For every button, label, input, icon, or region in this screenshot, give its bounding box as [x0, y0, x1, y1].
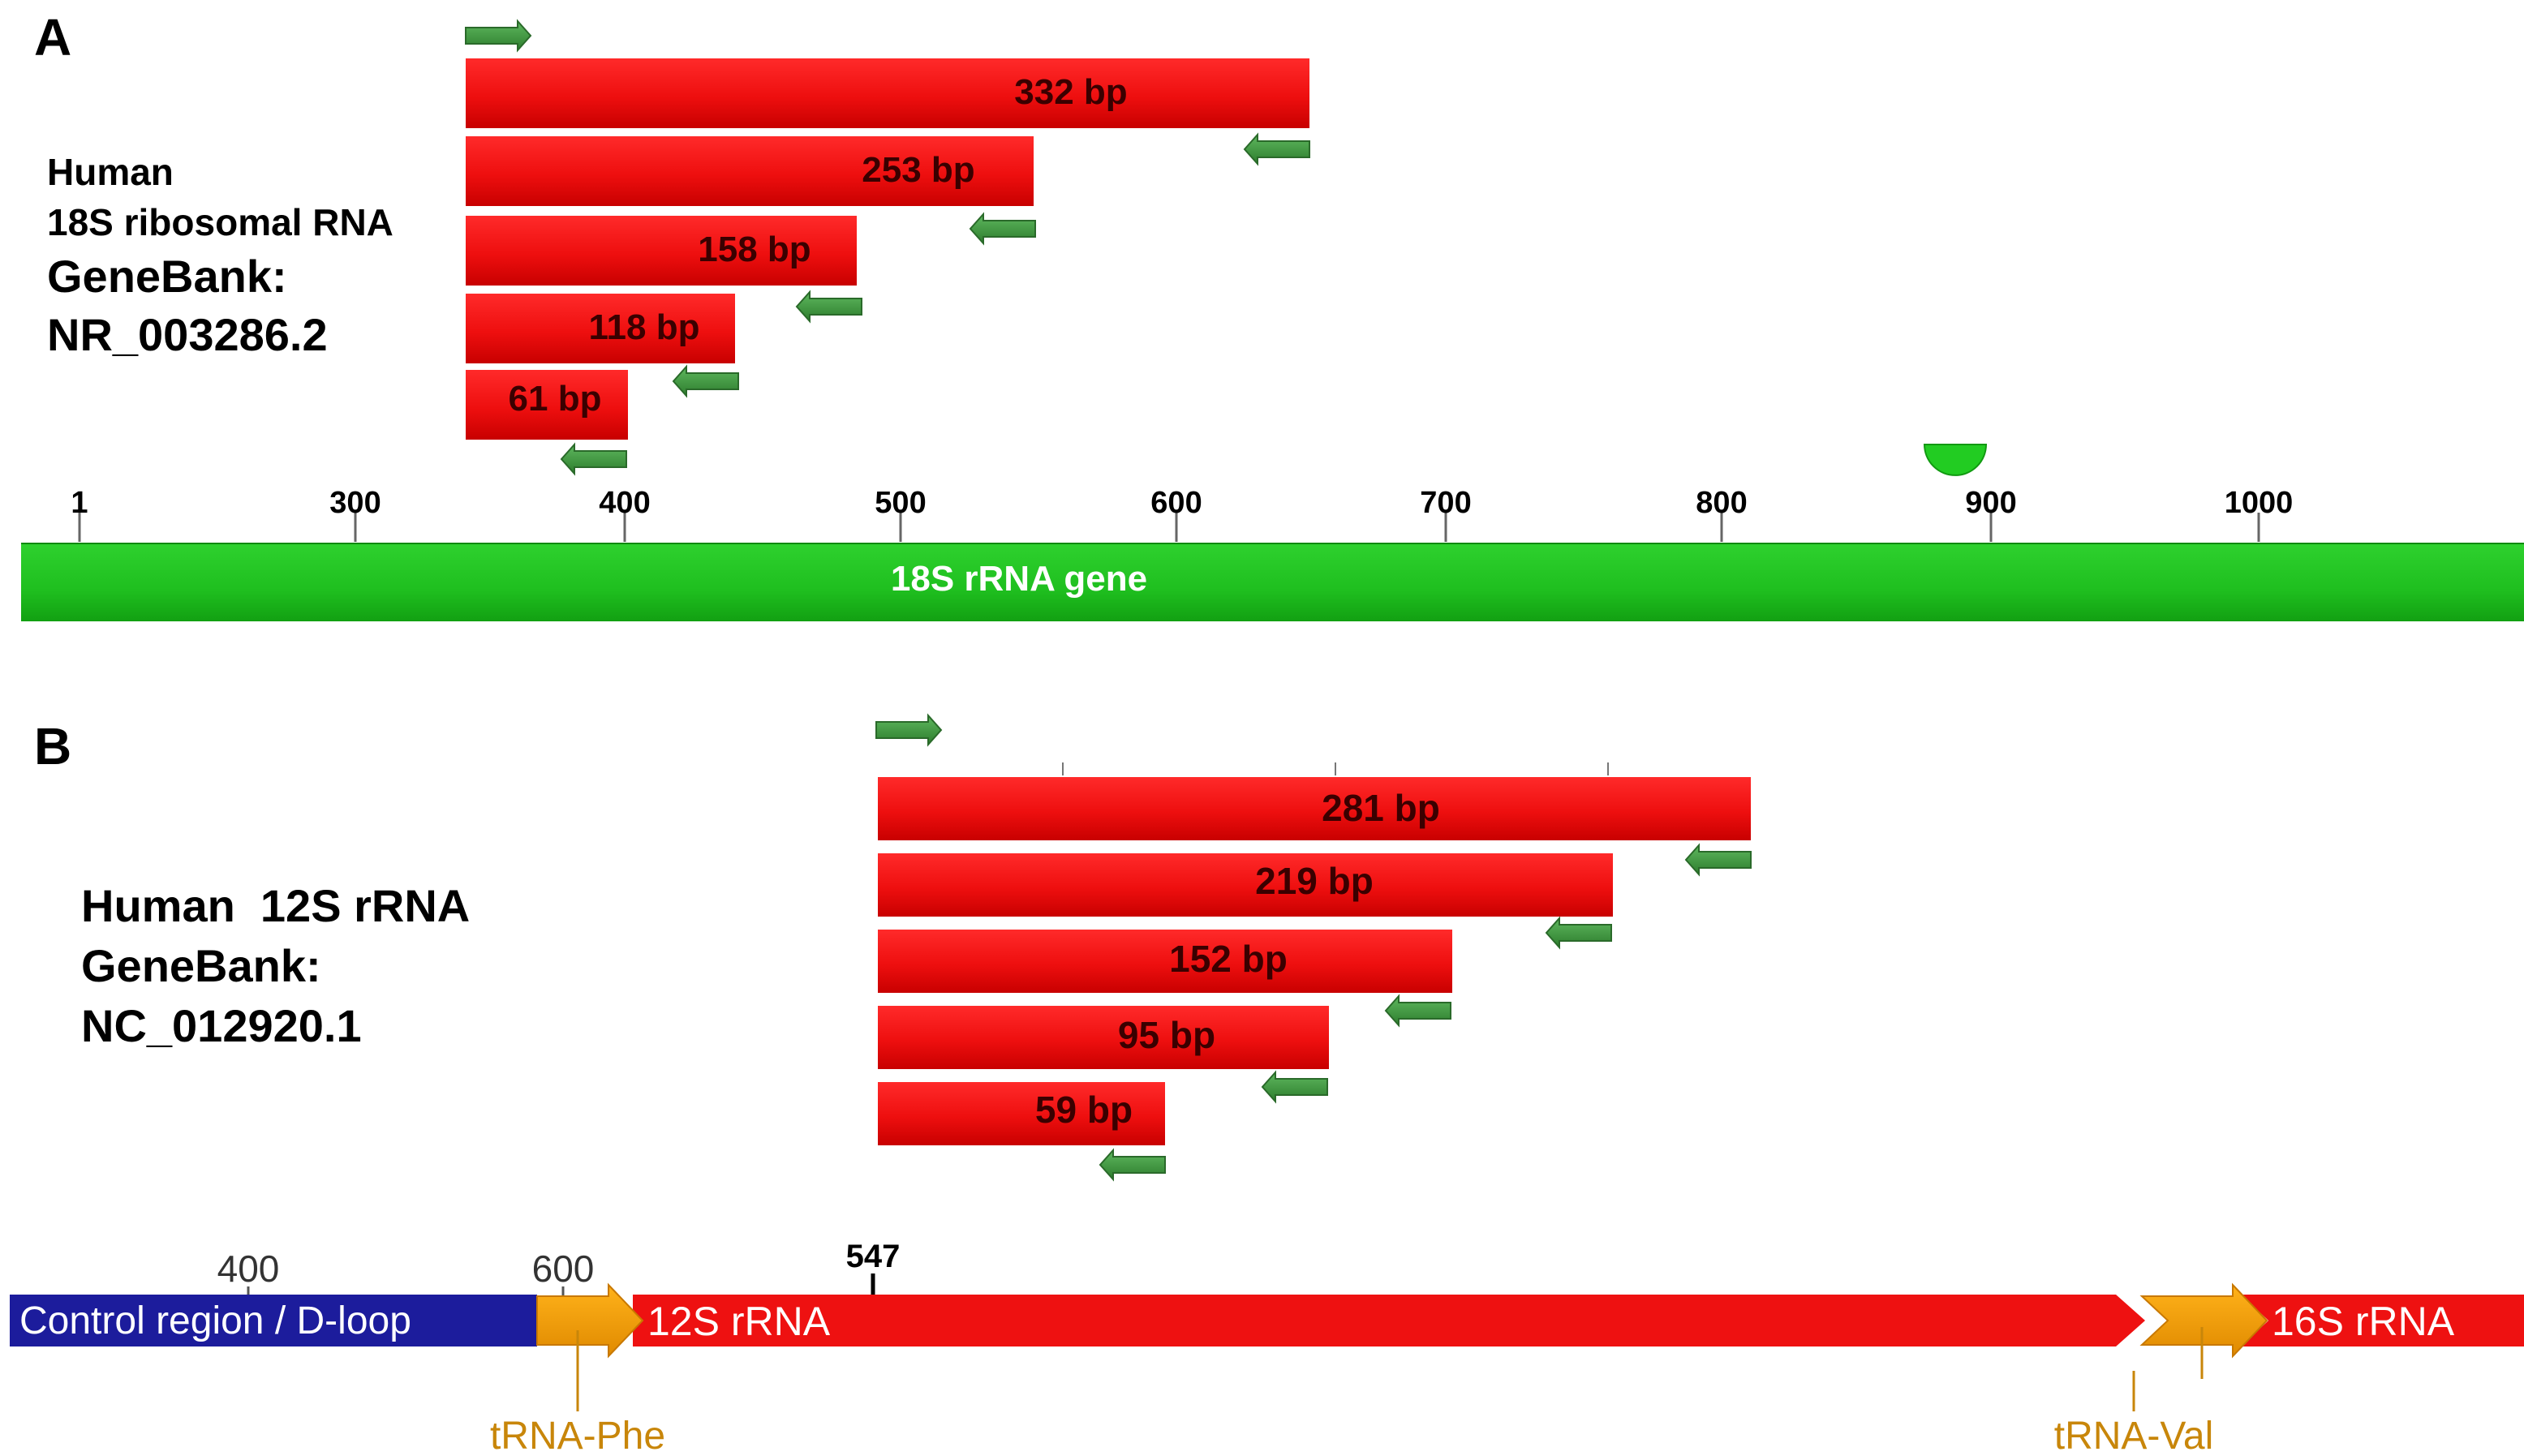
- amplicon-label: 152 bp: [1169, 938, 1288, 980]
- panel-b-info: Human 12S rRNA GeneBank: NC_012920.1: [81, 880, 470, 1051]
- amplicon-61: 61 bp: [466, 370, 628, 440]
- ruler-tick-label: 400: [599, 486, 650, 520]
- amplicon-bar: [878, 1082, 1165, 1145]
- panel-b-info-line: NC_012920.1: [81, 1000, 362, 1051]
- forward-primer-arrow: [465, 19, 532, 53]
- amplicon-281: 281 bp: [878, 777, 1751, 840]
- amplicon-label: 95 bp: [1118, 1014, 1215, 1056]
- amplicon-158: 158 bp: [466, 216, 857, 286]
- map-tick-label: 400: [217, 1248, 280, 1290]
- reverse-primer-arrow: [560, 442, 627, 476]
- ruler-tick-label: 600: [1150, 486, 1202, 520]
- amplicon-label: 253 bp: [862, 150, 974, 190]
- amplicon-label: 158 bp: [698, 230, 811, 269]
- reverse-primer-arrow: [1545, 916, 1612, 950]
- panel-b: B Human 12S rRNA GeneBank: NC_012920.1 2…: [10, 713, 2524, 1456]
- reverse-primer-arrow: [1684, 843, 1752, 877]
- amplicon-label: 281 bp: [1322, 787, 1440, 829]
- amplicon-bar: [878, 777, 1751, 840]
- panel-b-info-line: GeneBank:: [81, 940, 321, 991]
- amplicon-219: 219 bp: [878, 853, 1613, 917]
- amplicon-label: 118 bp: [589, 307, 700, 347]
- amplicon-label: 219 bp: [1255, 860, 1374, 902]
- ruler-tick-label: 1000: [2225, 486, 2294, 520]
- map-tick-label: 547: [846, 1239, 901, 1274]
- amplicon-bar: [466, 216, 857, 286]
- trna-val-label: tRNA-Val: [2054, 1415, 2213, 1456]
- panel-a-letter: A: [34, 8, 71, 67]
- gene-18s-bar: 18S rRNA gene: [21, 543, 2524, 621]
- rrna-12s-label: 12S rRNA: [647, 1299, 831, 1344]
- amplicon-bar: [466, 136, 1034, 206]
- panel-b-letter: B: [34, 717, 71, 775]
- amplicon-label: 332 bp: [1014, 72, 1127, 112]
- ruler-tick-label: 700: [1420, 486, 1471, 520]
- trna-phe-label: tRNA-Phe: [490, 1415, 665, 1456]
- ruler-tick-label: 900: [1965, 486, 2016, 520]
- panel-a-info: Human 18S ribosomal RNA GeneBank: NR_003…: [47, 151, 393, 360]
- map-tick-label: 600: [532, 1248, 595, 1290]
- amplicon-152: 152 bp: [878, 930, 1452, 993]
- panel-a: A Human 18S ribosomal RNA GeneBank: NR_0…: [21, 8, 2524, 621]
- mito-map: 400 600 547 Control region / D-loop 12S …: [10, 1239, 2524, 1456]
- amplicon-bar: [878, 930, 1452, 993]
- ruler-tick-label: 500: [875, 486, 926, 520]
- reverse-primer-arrow: [795, 290, 862, 324]
- gene-bar: [21, 543, 2524, 621]
- amplicon-59: 59 bp: [878, 1082, 1165, 1145]
- rrna-16s-feature: 16S rRNA: [2241, 1295, 2524, 1346]
- control-region-feature: Control region / D-loop: [10, 1295, 537, 1346]
- gene-label: 18S rRNA gene: [891, 559, 1147, 599]
- panel-a-info-line: NR_003286.2: [47, 309, 328, 360]
- amplicon-bar: [878, 853, 1613, 917]
- amplicon-bar: [878, 1006, 1329, 1069]
- reverse-primer-arrow: [672, 364, 739, 398]
- reverse-primer-arrow: [1243, 132, 1310, 166]
- ruler-tick-label: 1: [71, 486, 88, 520]
- panel-a-info-line: Human: [47, 151, 174, 193]
- amplicon-bar: [466, 370, 628, 440]
- amplicon-95: 95 bp: [878, 1006, 1329, 1069]
- reverse-primer-arrow: [1384, 994, 1451, 1028]
- ruler-tick-label: 800: [1696, 486, 1747, 520]
- reverse-primer-arrow: [1261, 1070, 1328, 1104]
- amplicon-bar: [466, 58, 1309, 128]
- amplicon-guides: [1062, 762, 1609, 775]
- rrna-16s-label: 16S rRNA: [2272, 1299, 2455, 1344]
- amplicon-bar: [466, 294, 735, 363]
- amplicon-label: 59 bp: [1035, 1089, 1133, 1131]
- forward-primer-arrow: [875, 713, 943, 747]
- panel-a-info-line: GeneBank:: [47, 251, 287, 302]
- reverse-primer-arrow: [969, 212, 1036, 246]
- panel-b-info-line: Human 12S rRNA: [81, 880, 470, 931]
- control-region-label: Control region / D-loop: [19, 1299, 411, 1342]
- amplicon-label: 61 bp: [509, 379, 602, 419]
- position-ruler: 1 300 400 500 600 700 800 900 1000: [71, 486, 2293, 542]
- trna-val-feature: tRNA-Val: [2054, 1282, 2268, 1456]
- amplicon-253: 253 bp: [466, 136, 1034, 206]
- reverse-primer-arrow: [1099, 1148, 1166, 1182]
- panel-a-info-line: 18S ribosomal RNA: [47, 201, 393, 243]
- rrna-12s-feature: 12S rRNA: [633, 1295, 2145, 1346]
- amplicon-332: 332 bp: [466, 58, 1309, 128]
- ruler-tick-label: 300: [329, 486, 381, 520]
- amplicon-118: 118 bp: [466, 294, 735, 363]
- site-marker-icon: [1923, 444, 1988, 476]
- trna-phe-feature: tRNA-Phe: [490, 1282, 665, 1456]
